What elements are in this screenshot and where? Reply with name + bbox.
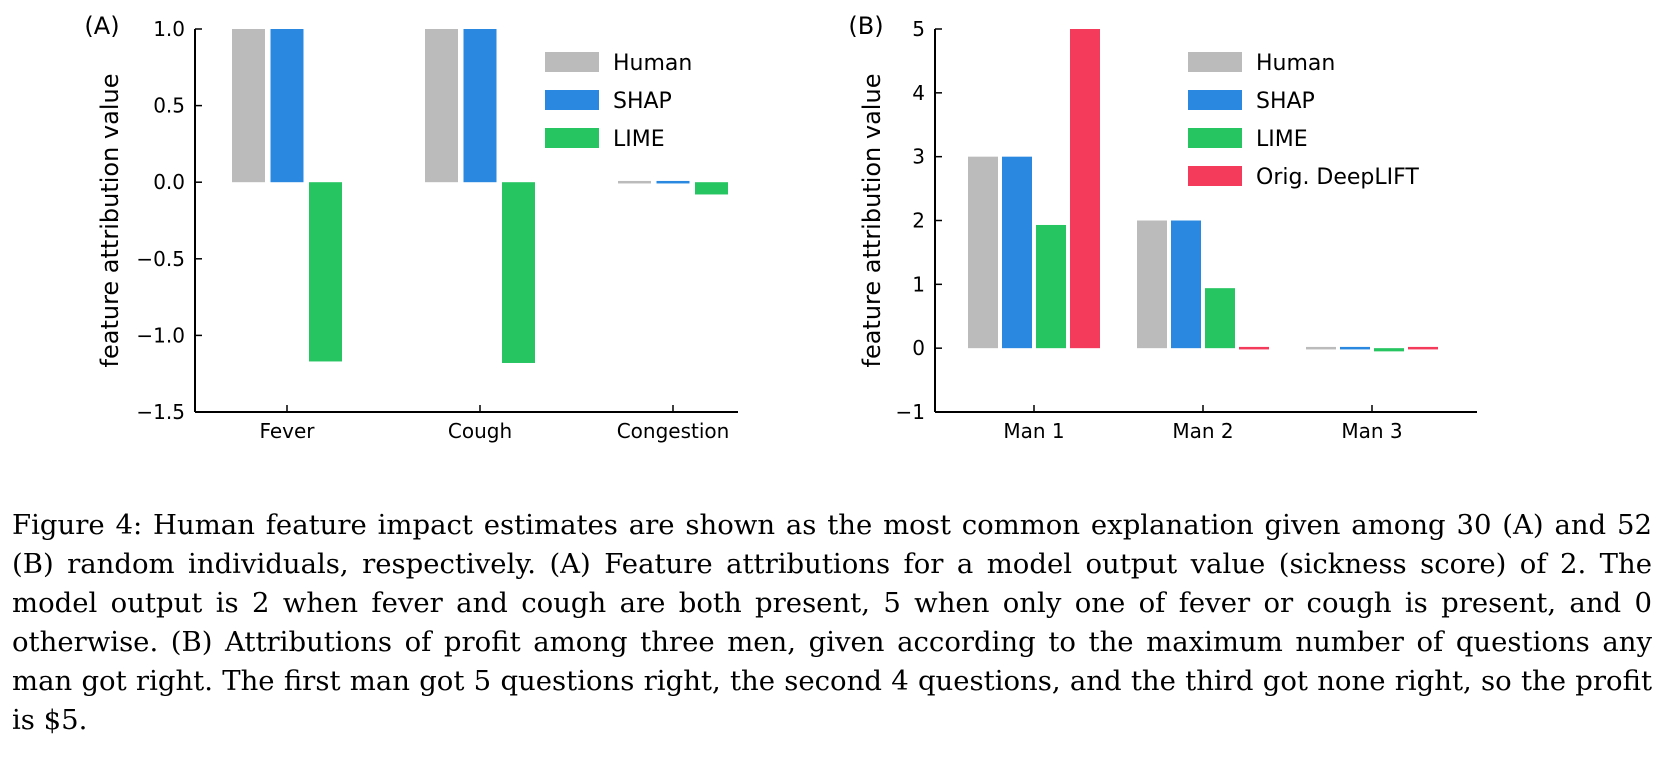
bar-human-0 [968, 156, 998, 349]
bar-lime-2 [1374, 348, 1404, 352]
legend-swatch-2 [1188, 128, 1242, 148]
y-tick-label: 0.0 [153, 170, 185, 194]
x-tick-label: Man 1 [1003, 419, 1064, 443]
bar-orig-deeplift-2 [1408, 346, 1438, 350]
bar-shap-0 [1002, 156, 1032, 349]
y-tick-label: 1.0 [153, 17, 185, 41]
figure-caption: Figure 4: Human feature impact estimates… [12, 508, 1652, 736]
bar-lime-2 [695, 182, 728, 195]
y-tick-label: 0.5 [153, 94, 185, 118]
chart-panel-1: −1 0 1 2 3 4 5 Man 1 Man 2 Man 3 (B) feature attrib… [848, 12, 1477, 443]
legend-label-1: SHAP [1256, 89, 1315, 114]
legend-swatch-2 [545, 128, 599, 148]
legend-swatch-0 [545, 52, 599, 72]
bar-shap-1 [463, 29, 497, 183]
y-tick-label: −1.0 [136, 323, 185, 347]
y-axis-label: feature attribution value [96, 74, 124, 368]
bar-human-2 [1306, 346, 1336, 350]
y-tick-label: −0.5 [136, 247, 185, 271]
legend-label-0: Human [613, 51, 692, 76]
legend-label-3: Orig. DeepLIFT [1256, 165, 1419, 190]
legend-swatch-1 [1188, 90, 1242, 110]
y-tick-label: 5 [912, 17, 925, 41]
bar-shap-0 [270, 29, 304, 183]
legend-label-1: SHAP [613, 89, 672, 114]
bar-human-2 [618, 180, 651, 184]
bar-lime-0 [1036, 224, 1066, 349]
bar-shap-1 [1171, 220, 1201, 349]
panel-label: (A) [84, 12, 119, 40]
bar-orig-deeplift-0 [1070, 29, 1100, 349]
bar-orig-deeplift-1 [1239, 346, 1269, 350]
bar-shap-2 [1340, 346, 1370, 350]
bar-lime-1 [502, 182, 535, 363]
legend-label-2: LIME [613, 127, 665, 152]
x-tick-label: Fever [259, 419, 315, 443]
bar-lime-1 [1205, 288, 1235, 349]
legend-swatch-0 [1188, 52, 1242, 72]
y-tick-label: 1 [912, 272, 925, 296]
bar-human-1 [425, 29, 458, 183]
legend-swatch-1 [545, 90, 599, 110]
y-tick-label: −1.5 [136, 400, 185, 424]
y-tick-label: −1 [896, 400, 925, 424]
legend-label-2: LIME [1256, 127, 1308, 152]
legend-swatch-3 [1188, 166, 1242, 186]
y-tick-label: 3 [912, 145, 925, 169]
y-tick-label: 2 [912, 209, 925, 233]
y-tick-label: 0 [912, 336, 925, 360]
y-axis-label: feature attribution value [858, 74, 886, 368]
bar-shap-2 [656, 180, 690, 184]
bar-lime-0 [309, 182, 342, 362]
legend-label-0: Human [1256, 51, 1335, 76]
bar-human-0 [232, 29, 265, 183]
bar-human-1 [1137, 220, 1167, 349]
x-tick-label: Man 3 [1341, 419, 1402, 443]
x-tick-label: Congestion [617, 419, 730, 443]
x-tick-label: Man 2 [1172, 419, 1233, 443]
y-tick-label: 4 [912, 81, 925, 105]
figure-charts: −1.5 −1.0 −0.5 0.0 0.5 1.0 Fever Cough Congestio… [84, 12, 1477, 443]
chart-panel-0: −1.5 −1.0 −0.5 0.0 0.5 1.0 Fever Cough Congestio… [84, 12, 738, 443]
panel-label: (B) [848, 12, 883, 40]
x-tick-label: Cough [448, 419, 512, 443]
